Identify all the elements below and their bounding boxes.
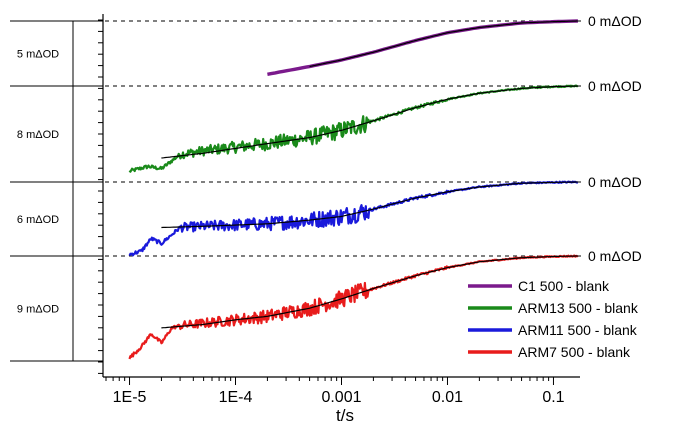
zero-label: 0 mΔOD (588, 248, 642, 264)
legend-label: ARM7 500 - blank (518, 344, 631, 360)
legend: C1 500 - blank ARM13 500 - blank ARM11 500… (468, 278, 639, 360)
fit-curve (161, 85, 578, 159)
series-trace-c1 (267, 19, 578, 76)
scale-bar-label: 6 mΔOD (17, 214, 59, 226)
scale-bar-label: 8 mΔOD (17, 129, 59, 141)
zero-label: 0 mΔOD (588, 78, 642, 94)
scale-bar-label: 5 mΔOD (17, 49, 59, 61)
zero-label: 0 mΔOD (588, 174, 642, 190)
x-tick-label: 1E-4 (219, 389, 253, 406)
fit-curve (161, 255, 578, 329)
x-tick-label: 0.01 (432, 389, 463, 406)
scale-bar-label: 9 mΔOD (17, 304, 59, 316)
fit-curve (161, 181, 578, 229)
fit-curves (161, 20, 578, 329)
x-tick-label: 1E-5 (113, 389, 147, 406)
x-tick-label: 0.001 (321, 389, 361, 406)
x-tick-label: 0.1 (542, 389, 564, 406)
axes: 1E-5 1E-4 0.001 0.01 0.1 (98, 14, 580, 406)
zero-label: 0 mΔOD (588, 13, 642, 29)
series-trace-arm13 (128, 84, 579, 173)
zero-baselines: 0 mΔOD 0 mΔOD 0 mΔOD 0 mΔOD (105, 13, 642, 264)
legend-label: C1 500 - blank (518, 278, 610, 294)
x-axis-label: t/s (336, 406, 354, 425)
series-trace-arm11 (128, 180, 579, 257)
fit-curve (309, 20, 578, 68)
scale-bar-axis: 5 mΔOD 8 mΔOD 6 mΔOD 9 mΔOD (10, 20, 103, 362)
legend-label: ARM11 500 - blank (518, 322, 638, 338)
legend-label: ARM13 500 - blank (518, 300, 639, 316)
